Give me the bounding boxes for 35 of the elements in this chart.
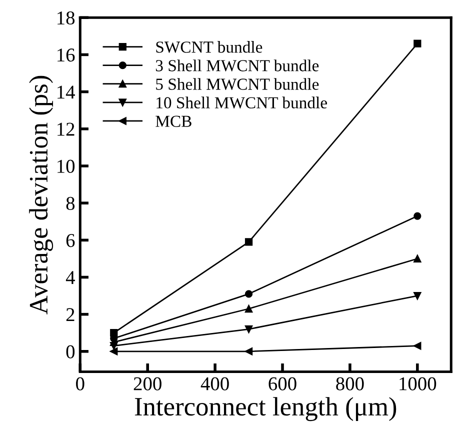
legend-label: 5 Shell MWCNT bundle <box>156 78 319 90</box>
y-tick-label: 8 <box>66 196 75 210</box>
point <box>414 254 422 262</box>
x-tick-label: 1000 <box>400 377 436 390</box>
point <box>244 290 253 298</box>
legend-label: 10 Shell MWCNT bundle <box>156 96 327 108</box>
x-tick-label: 600 <box>268 377 296 390</box>
point <box>244 238 253 246</box>
y-tick-label: 6 <box>66 234 75 248</box>
y-axis-title: Average deviation (ps) <box>29 76 54 314</box>
y-tick-label: 2 <box>66 308 74 322</box>
x-axis-title: Interconnect length (μm) <box>134 397 396 422</box>
point <box>244 348 253 356</box>
point <box>414 342 422 350</box>
point <box>244 304 253 313</box>
y-tick-label: 18 <box>58 11 75 25</box>
legend-label: SWCNT bundle <box>156 41 262 53</box>
point <box>414 40 422 48</box>
y-tick-label: 16 <box>58 48 75 62</box>
point <box>414 212 422 220</box>
y-tick-label: 0 <box>66 345 75 358</box>
y-tick-label: 12 <box>58 122 74 136</box>
point <box>244 325 253 333</box>
x-tick-label: 400 <box>200 377 229 390</box>
legend-label: 3 Shell MWCNT bundle <box>156 60 319 72</box>
x-tick-label: 0 <box>76 377 84 390</box>
point <box>110 342 118 350</box>
y-tick-label: 4 <box>66 271 75 284</box>
legend-label: MCB <box>156 116 192 127</box>
x-tick-label: 800 <box>336 377 364 390</box>
point <box>110 348 118 356</box>
point <box>414 292 422 300</box>
y-tick-label: 14 <box>58 86 75 99</box>
x-tick-label: 200 <box>134 377 162 390</box>
y-tick-label: 10 <box>58 160 75 173</box>
